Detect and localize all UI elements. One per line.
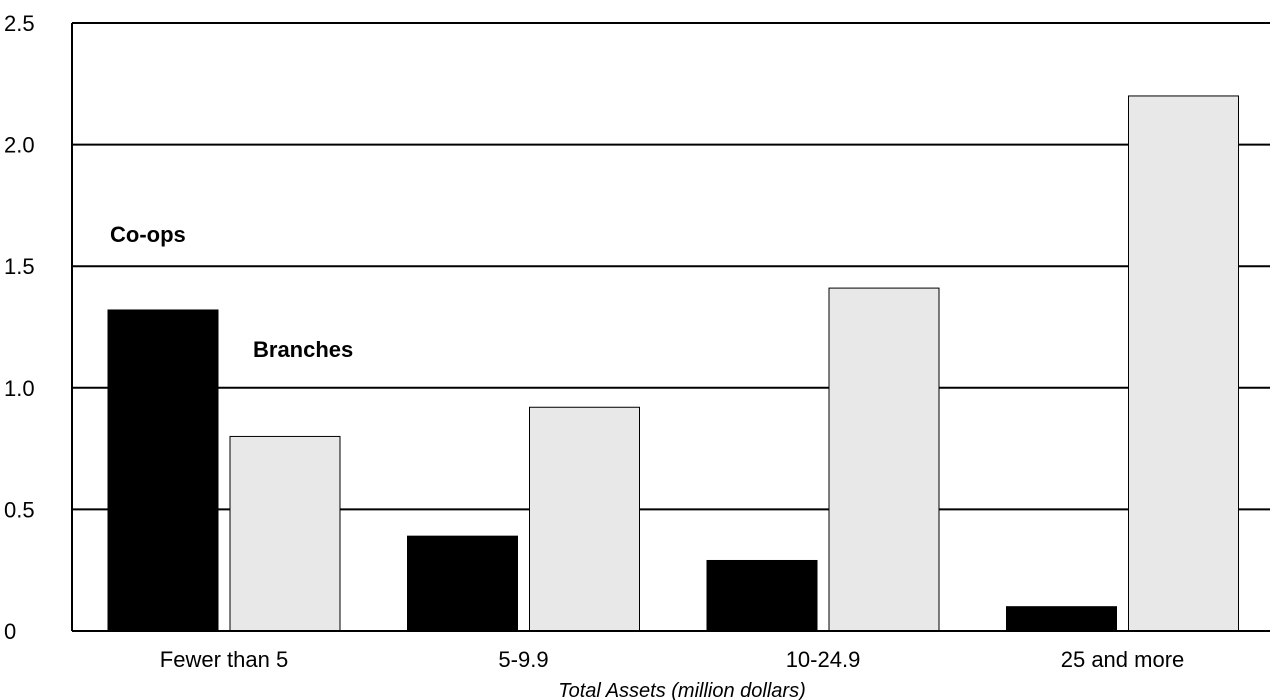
axes bbox=[71, 23, 1270, 632]
y-tick-label: 2.0 bbox=[4, 133, 35, 158]
bar-branches bbox=[107, 309, 219, 632]
bar-coops bbox=[529, 406, 640, 632]
bar-branches bbox=[706, 559, 818, 632]
bar-coops bbox=[1128, 95, 1239, 632]
x-category-label: Fewer than 5 bbox=[160, 647, 288, 672]
y-tick-label: 1.0 bbox=[4, 376, 35, 401]
series-label-branches: Branches bbox=[253, 337, 353, 362]
bar-coops bbox=[828, 287, 940, 632]
bar-branches bbox=[407, 535, 518, 632]
y-tick-label: 2.5 bbox=[4, 11, 35, 36]
gridlines bbox=[72, 22, 1270, 511]
x-category-label: 10-24.9 bbox=[786, 647, 861, 672]
y-tick-label: 0 bbox=[4, 619, 16, 644]
bar-coops bbox=[229, 435, 341, 632]
bars bbox=[107, 95, 1239, 632]
series-label-coops: Co-ops bbox=[110, 222, 186, 247]
x-category-label: 5-9.9 bbox=[498, 647, 548, 672]
y-tick-labels: 0 0.5 1.0 1.5 2.0 2.5 bbox=[4, 11, 35, 644]
x-axis-title: Total Assets (million dollars) bbox=[558, 680, 806, 700]
x-category-label: 25 and more bbox=[1061, 647, 1185, 672]
bar-branches bbox=[1006, 606, 1117, 632]
y-tick-label: 1.5 bbox=[4, 254, 35, 279]
x-category-labels: Fewer than 5 5-9.9 10-24.9 25 and more bbox=[160, 647, 1184, 672]
y-tick-label: 0.5 bbox=[4, 497, 35, 522]
